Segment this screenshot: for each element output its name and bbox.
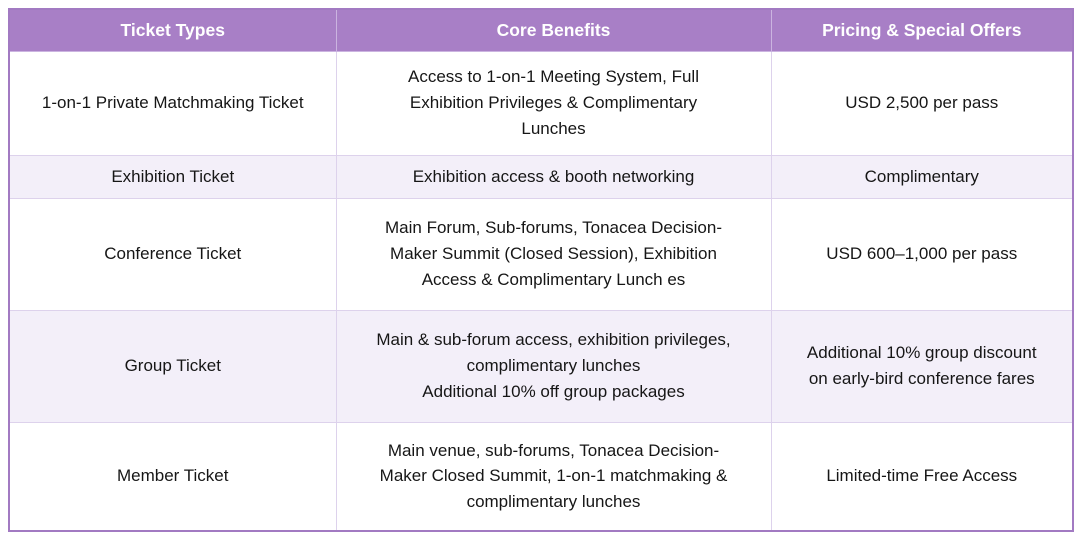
ticket-type-cell: 1-on-1 Private Matchmaking Ticket [8, 50, 337, 156]
core-benefits-cell: Main Forum, Sub-forums, Tonacea Decision… [335, 197, 772, 311]
table-row: Conference Ticket Main Forum, Sub-forums… [8, 197, 1074, 311]
pricing-cell: Additional 10% group discount on early-b… [770, 309, 1074, 423]
pricing-cell: USD 600–1,000 per pass [770, 197, 1074, 311]
table-row: Member Ticket Main venue, sub-forums, To… [8, 421, 1074, 532]
ticket-type-cell: Exhibition Ticket [8, 154, 337, 199]
core-benefits-cell: Exhibition access & booth networking [335, 154, 772, 199]
column-header-ticket-types: Ticket Types [8, 8, 337, 52]
column-header-pricing-special-offers: Pricing & Special Offers [770, 8, 1074, 52]
ticket-type-cell: Conference Ticket [8, 197, 337, 311]
table-row: Exhibition Ticket Exhibition access & bo… [8, 154, 1074, 199]
table-row: 1-on-1 Private Matchmaking Ticket Access… [8, 50, 1074, 156]
ticket-type-cell: Group Ticket [8, 309, 337, 423]
pricing-cell: USD 2,500 per pass [770, 50, 1074, 156]
column-header-core-benefits: Core Benefits [335, 8, 772, 52]
core-benefits-cell: Main & sub-forum access, exhibition priv… [335, 309, 772, 423]
pricing-cell: Limited-time Free Access [770, 421, 1074, 532]
header-row: Ticket Types Core Benefits Pricing & Spe… [8, 8, 1074, 52]
table-row: Group Ticket Main & sub-forum access, ex… [8, 309, 1074, 423]
pricing-cell: Complimentary [770, 154, 1074, 199]
core-benefits-cell: Main venue, sub-forums, Tonacea Decision… [335, 421, 772, 532]
core-benefits-cell: Access to 1-on-1 Meeting System, Full Ex… [335, 50, 772, 156]
ticket-type-cell: Member Ticket [8, 421, 337, 532]
ticket-pricing-table: Ticket Types Core Benefits Pricing & Spe… [8, 8, 1074, 532]
